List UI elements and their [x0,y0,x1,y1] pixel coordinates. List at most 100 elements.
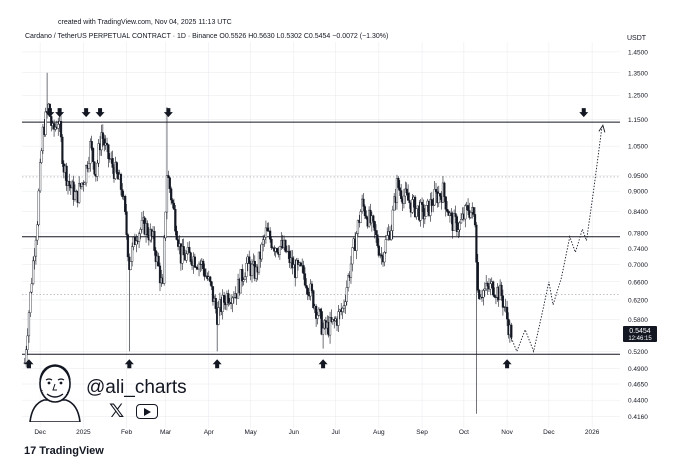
candle-body [337,311,340,326]
candle-body [374,230,378,235]
x-tick-label: May [244,429,257,436]
candle-body [415,208,418,217]
down-arrow-icon [95,108,105,118]
candle-body [501,295,505,308]
candle-body [437,193,440,204]
social-links: 𝕏 [109,401,159,422]
candle-body [407,192,410,201]
candle-body [227,293,230,304]
youtube-icon[interactable] [136,404,159,419]
candle-body [345,287,348,302]
author-avatar [29,364,81,422]
candle-body [217,307,220,325]
candle-body [61,136,64,165]
candle-body [347,275,350,288]
candle-body [302,265,305,274]
candle-body [446,209,449,212]
symbol-header[interactable]: Cardano / TetherUS PERPETUAL CONTRACT · … [25,33,388,40]
candle-body [430,199,433,206]
x-tick-label: Apr [204,429,215,436]
candle-body [408,200,411,204]
candle-body [263,236,266,240]
candle-body [457,229,460,232]
x-icon[interactable]: 𝕏 [109,401,125,422]
candle-body [362,198,365,207]
y-tick-label: 0.5200 [628,349,648,356]
candle-body [363,206,367,217]
projection-path [510,124,606,353]
candle-body [115,162,118,173]
candle-body [419,201,422,221]
down-arrow-icon [163,108,173,118]
candle-body [165,175,169,213]
projection-line[interactable] [510,127,603,353]
y-tick-label: 1.2500 [628,93,648,100]
candle-body [41,126,45,152]
candle-body [232,297,235,299]
candle-body [420,201,424,205]
candle-body [400,190,403,199]
candle-body [390,230,393,240]
candle-body [413,196,417,217]
candle-body [245,263,248,277]
x-tick-label: Mar [160,429,172,436]
candle-body [359,211,362,223]
x-tick-label: Dec [543,429,555,436]
candle-body [295,260,298,278]
candle-body [459,219,463,224]
y-tick-label: 0.7400 [628,246,648,253]
candle-body [29,291,32,313]
candle-body [316,315,319,319]
candle-body [377,245,380,256]
candle-body [315,305,318,319]
candle-body [57,124,60,129]
candle-body [101,132,104,139]
candle-body [262,239,265,245]
candle-body [482,290,485,298]
last-price-tag-bg [623,326,657,342]
candle-body [44,111,47,135]
candle-body [214,298,217,309]
candle-body [121,189,124,197]
y-axis[interactable]: 1.4500 1.3500 1.2500 1.1500 1.0500 0.9500 0.90… [628,49,648,421]
candle-body [493,294,496,298]
ohlc-values: O0.5526 H0.5630 L0.5302 C0.5454 −0.0072 … [219,33,389,40]
candle-body [72,181,75,200]
x-tick-label: Aug [373,429,385,436]
candle-body [78,183,81,203]
candle-body [174,209,177,232]
candle-body [107,144,110,159]
candle-body [119,174,123,190]
candle-body [221,295,224,312]
candle-body [100,132,103,151]
y-tick-label: 0.4650 [628,382,648,389]
down-arrow-icon [579,108,589,118]
candle-body [405,188,408,194]
y-tick-label: 0.5800 [628,317,648,324]
candle-body [182,246,185,256]
candle-body [105,142,109,145]
x-tick-label: 2026 [585,429,600,436]
y-tick-label: 0.9000 [628,189,648,196]
candle-body [139,229,142,234]
x-axis[interactable]: Dec 2025 Feb Mar Apr May Jun Jul Aug Sep Oct Nov Dec… [34,429,599,436]
candle-body [510,324,513,338]
candle-body [241,269,244,282]
candle-body [312,290,315,309]
candle-body [422,204,425,220]
candle-body [275,248,279,253]
y-tick-label: 0.4160 [628,414,648,421]
author-handle[interactable]: @ali_charts [86,377,187,398]
candle-body [266,227,269,232]
candle-body [505,306,509,320]
candle-body [189,252,192,262]
symbol-name[interactable]: Cardano / TetherUS PERPETUAL CONTRACT · … [25,33,218,40]
candle-body [397,178,400,188]
x-tick-label: Nov [501,429,513,436]
candle-body [443,182,446,197]
y-tick-label: 0.7000 [628,262,648,269]
tradingview-logo[interactable]: 17 TradingView [24,445,104,457]
y-tick-label: 0.6200 [628,298,648,305]
candle-body [296,260,300,266]
